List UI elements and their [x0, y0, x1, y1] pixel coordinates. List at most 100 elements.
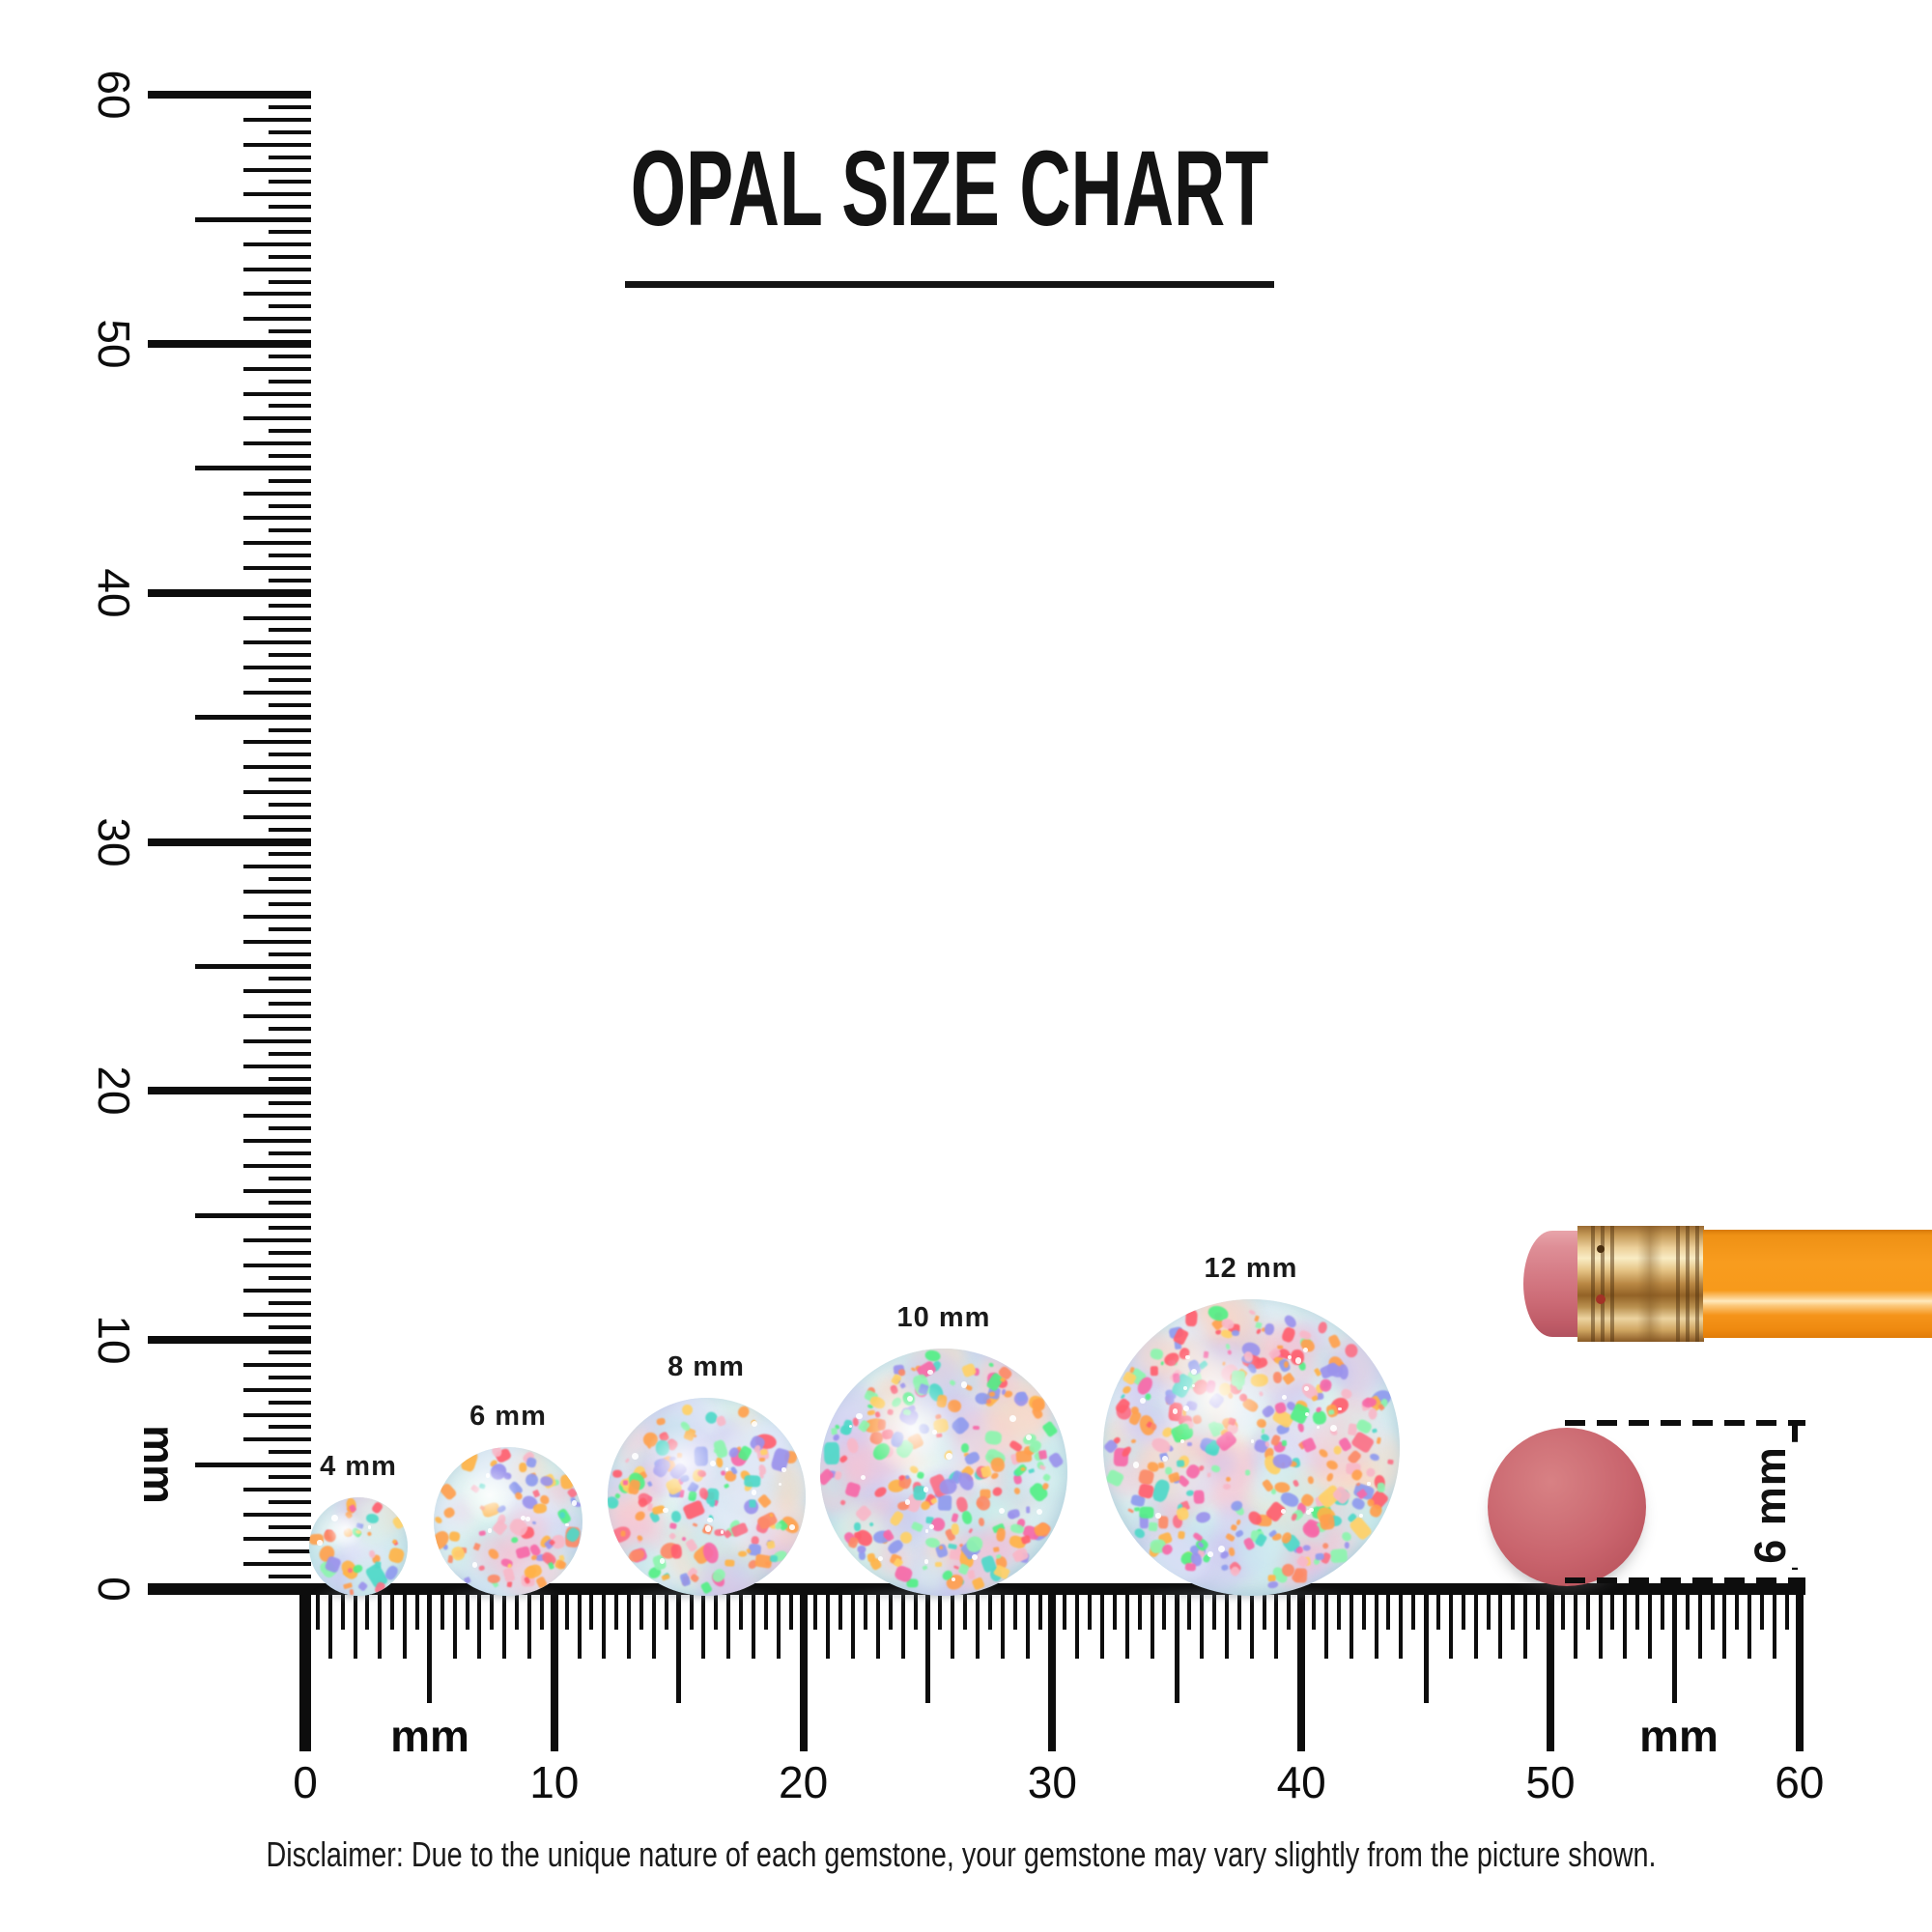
horizontal-ruler-tick: [1025, 1589, 1030, 1659]
vertical-ruler-number: 40: [89, 568, 139, 618]
horizontal-ruler-tick: [1048, 1589, 1057, 1751]
opal-confetti-speck: [1148, 1521, 1158, 1532]
horizontal-ruler-tick: [1361, 1589, 1366, 1630]
opal-sparkle: [1026, 1435, 1032, 1441]
horizontal-ruler-tick: [1386, 1589, 1391, 1630]
horizontal-ruler-tick: [403, 1589, 408, 1659]
opal-sparkle: [707, 1517, 714, 1523]
vertical-ruler-tick: [243, 292, 311, 297]
horizontal-ruler-tick: [1610, 1589, 1615, 1630]
opal-confetti-speck: [934, 1561, 942, 1567]
opal-sparkle: [1338, 1406, 1342, 1411]
opal-confetti-speck: [1184, 1309, 1199, 1327]
vertical-ruler-tick: [269, 354, 311, 358]
vertical-ruler-tick: [269, 478, 311, 483]
opal-circle: [309, 1497, 408, 1596]
horizontal-ruler-tick: [415, 1589, 419, 1630]
opal-confetti-speck: [856, 1544, 867, 1553]
vertical-ruler-tick: [243, 615, 311, 620]
horizontal-ruler-tick: [1672, 1589, 1678, 1703]
vertical-ruler-tick: [269, 379, 311, 384]
vertical-ruler-tick: [243, 890, 311, 895]
opal-confetti-speck: [1139, 1506, 1154, 1519]
opal-sparkle: [317, 1540, 323, 1546]
horizontal-ruler-tick: [353, 1589, 357, 1659]
horizontal-ruler-tick: [763, 1589, 768, 1630]
vertical-ruler-tick: [195, 715, 311, 721]
vertical-ruler-tick: [243, 1537, 311, 1542]
vertical-ruler-tick: [243, 814, 311, 819]
horizontal-ruler-tick: [477, 1589, 482, 1659]
horizontal-ruler-tick: [1486, 1589, 1491, 1630]
opal-confetti-speck: [1329, 1548, 1349, 1563]
vertical-ruler-tick: [269, 1524, 311, 1529]
vertical-ruler-tick: [243, 1512, 311, 1517]
opal-confetti-speck: [1319, 1513, 1336, 1530]
horizontal-ruler-tick: [1124, 1589, 1129, 1659]
ferrule-rivet-top: [1597, 1245, 1605, 1253]
horizontal-ruler-tick: [1249, 1589, 1254, 1659]
opal-sparkle: [571, 1500, 577, 1506]
opal-sparkle: [1132, 1461, 1140, 1468]
opal-confetti-speck: [999, 1377, 1006, 1382]
horizontal-ruler-tick: [714, 1589, 719, 1630]
opal-circle: [434, 1447, 582, 1596]
opal-confetti-speck: [1328, 1408, 1335, 1415]
opal-size-label: 10 mm: [896, 1302, 991, 1333]
opal-confetti-speck: [349, 1588, 355, 1596]
vertical-ruler-tick: [269, 1300, 311, 1305]
horizontal-ruler-tick: [1635, 1589, 1640, 1630]
opal-circle: [820, 1349, 1067, 1596]
horizontal-ruler-tick: [602, 1589, 607, 1659]
vertical-ruler-tick: [243, 1562, 311, 1567]
horizontal-ruler-number: 60: [1775, 1757, 1825, 1807]
opal-size-label: 12 mm: [1204, 1253, 1298, 1284]
opal-confetti-speck: [984, 1430, 1003, 1446]
opal-confetti-speck: [1344, 1542, 1350, 1549]
horizontal-ruler-number: 10: [529, 1757, 580, 1807]
opal-confetti-speck: [1244, 1469, 1251, 1476]
opal-confetti-speck: [1193, 1490, 1206, 1504]
dimension-dash-bottom: [1565, 1577, 1805, 1583]
vertical-ruler-tick: [269, 1151, 311, 1155]
vertical-ruler-tick: [269, 1226, 311, 1231]
vertical-ruler-tick: [269, 802, 311, 807]
opal-confetti-speck: [1206, 1472, 1211, 1478]
horizontal-ruler-tick: [502, 1589, 507, 1659]
vertical-ruler-tick: [148, 91, 311, 99]
vertical-ruler-tick: [269, 429, 311, 434]
opal-sparkle: [1217, 1546, 1225, 1553]
opal-group: 4 mm: [309, 1451, 408, 1602]
horizontal-ruler-tick: [1747, 1589, 1752, 1659]
opal-sparkle: [751, 1490, 757, 1496]
vertical-ruler-tick: [269, 503, 311, 508]
vertical-ruler-number: 30: [89, 817, 139, 867]
opal-sparkle: [1359, 1514, 1364, 1518]
vertical-ruler-tick: [269, 1474, 311, 1479]
horizontal-ruler-tick: [1174, 1589, 1179, 1703]
horizontal-ruler-tick: [925, 1589, 930, 1703]
vertical-ruler-tick: [195, 466, 311, 471]
ferrule-crimp-left: [1585, 1226, 1614, 1342]
horizontal-ruler-tick: [1685, 1589, 1690, 1630]
opal-confetti-speck: [487, 1574, 500, 1583]
vertical-ruler-tick: [243, 1288, 311, 1293]
horizontal-ruler-tick: [490, 1589, 495, 1630]
opal-sparkle: [632, 1452, 639, 1460]
horizontal-ruler-tick: [951, 1589, 955, 1659]
vertical-ruler-tick: [243, 939, 311, 944]
opal-sparkle: [848, 1424, 853, 1429]
ferrule-shade: [1637, 1226, 1662, 1342]
vertical-ruler-tick: [269, 603, 311, 608]
opal-sparkle: [471, 1562, 477, 1568]
opal-sparkle: [789, 1524, 795, 1530]
vertical-ruler-tick: [269, 926, 311, 931]
horizontal-ruler-unit-label-right: mm: [1639, 1711, 1719, 1761]
vertical-ruler-tick: [243, 366, 311, 371]
opal-group: 6 mm: [434, 1401, 582, 1602]
vertical-ruler-tick: [243, 1188, 311, 1193]
vertical-ruler-tick: [243, 740, 311, 745]
opal-confetti-speck: [758, 1457, 766, 1463]
horizontal-ruler-tick: [327, 1589, 332, 1659]
opal-sparkle: [367, 1525, 372, 1529]
